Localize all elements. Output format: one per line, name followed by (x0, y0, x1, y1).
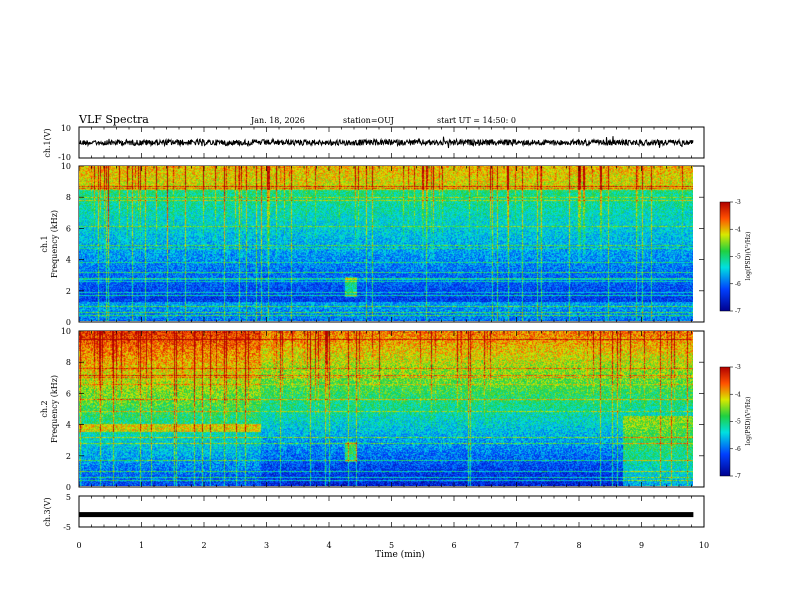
plot-title: VLF Spectra (78, 113, 149, 126)
x-tick-label: 2 (201, 541, 206, 550)
waveform-ch3-ticks (78, 496, 705, 527)
waveform-ch3-trace (79, 512, 694, 518)
spectrogram-ch1-colorbar (719, 201, 731, 312)
waveform-ch3-panel: 5 -5 ch.3(V) (43, 493, 705, 532)
x-tick-label: 4 (326, 541, 331, 550)
spectrogram-ch1-ylabel-channel: ch.1 (40, 235, 49, 252)
colorbar-tick-label: -6 (735, 446, 741, 453)
y-tick-label: 2 (66, 452, 71, 461)
x-tick-label: 6 (451, 541, 456, 550)
waveform-ch1-panel: 10 -10 ch.1(V) (43, 124, 705, 162)
y-tick-label: 8 (66, 193, 71, 202)
colorbar-tick-label: -5 (735, 254, 741, 261)
spectrogram-ch1-colorbar-label: log(PSD)(V²/Hz) (745, 232, 752, 281)
waveform-ch1-ytick-top: 10 (61, 124, 71, 133)
y-tick-label: 8 (66, 358, 71, 367)
y-tick-label: 4 (66, 421, 71, 430)
spectrogram-ch1-colorbar-ticks: -3 -4 -5 -6 -7 (730, 199, 741, 315)
colorbar-tick-label: -6 (735, 281, 741, 288)
y-tick-label: 0 (66, 318, 71, 327)
plot-start-time: start UT = 14:50: 0 (437, 116, 516, 125)
colorbar-tick-label: -7 (735, 308, 741, 315)
spectrogram-ch2-image (79, 331, 693, 486)
y-tick-label: 10 (61, 327, 71, 336)
waveform-ch1-ticks (78, 127, 705, 158)
spectrogram-ch1-ylabel-frequency: Frequency (kHz) (50, 210, 59, 278)
y-tick-label: 2 (66, 287, 71, 296)
spectrogram-ch2-ylabel-frequency: Frequency (kHz) (50, 375, 59, 443)
waveform-ch1-trace (78, 136, 694, 149)
y-tick-label: 6 (66, 224, 71, 233)
x-axis-label: Time (min) (375, 549, 425, 560)
plot-date: Jan. 18, 2026 (250, 116, 305, 125)
y-tick-label: 4 (66, 256, 71, 265)
waveform-ch3-ytick-top: 5 (66, 493, 71, 502)
spectrogram-ch2-ylabel-channel: ch.2 (40, 400, 49, 417)
waveform-ch3-frame (78, 495, 705, 528)
waveform-ch1-ylabel: ch.1(V) (43, 128, 52, 157)
spectrogram-ch2-colorbar-ticks: -3 -4 -5 -6 -7 (730, 364, 741, 480)
spectrogram-ch1-image (79, 166, 693, 321)
plot-station: station=OUJ (343, 116, 394, 125)
spectrogram-ch1-ticks (78, 166, 705, 322)
x-tick-label: 10 (699, 541, 709, 550)
spectrogram-ch1-ytick-labels: 0 2 4 6 8 10 (61, 162, 704, 327)
colorbar-tick-label: -5 (735, 419, 741, 426)
colorbar-tick-label: -4 (735, 226, 741, 233)
y-tick-label: 10 (61, 162, 71, 171)
spectrogram-ch2-ticks (78, 331, 705, 487)
waveform-ch1-ytick-bottom: -10 (58, 153, 71, 162)
x-tick-label: 3 (264, 541, 269, 550)
spectrogram-ch2-colorbar-label: log(PSD)(V²/Hz) (745, 397, 752, 446)
colorbar-tick-label: -3 (735, 199, 741, 206)
waveform-ch3-ytick-bottom: -5 (63, 523, 71, 532)
spectrogram-ch2-colorbar (719, 366, 731, 477)
x-tick-label: 9 (639, 541, 644, 550)
colorbar-tick-label: -4 (735, 391, 741, 398)
colorbar-tick-label: -7 (735, 473, 741, 480)
x-tick-label: 7 (514, 541, 519, 550)
y-tick-label: 6 (66, 389, 71, 398)
waveform-ch3-ylabel: ch.3(V) (43, 497, 52, 526)
colorbar-tick-label: -3 (735, 364, 741, 371)
y-tick-label: 0 (66, 483, 71, 492)
x-tick-label: 0 (76, 541, 81, 550)
x-tick-label: 5 (389, 541, 394, 550)
spectrogram-ch2-ytick-labels: 0 2 4 6 8 10 (61, 327, 704, 492)
x-axis-tick-labels: 0 1 2 3 4 5 6 7 8 9 10 (76, 541, 709, 550)
x-tick-label: 1 (139, 541, 144, 550)
x-tick-label: 8 (576, 541, 581, 550)
